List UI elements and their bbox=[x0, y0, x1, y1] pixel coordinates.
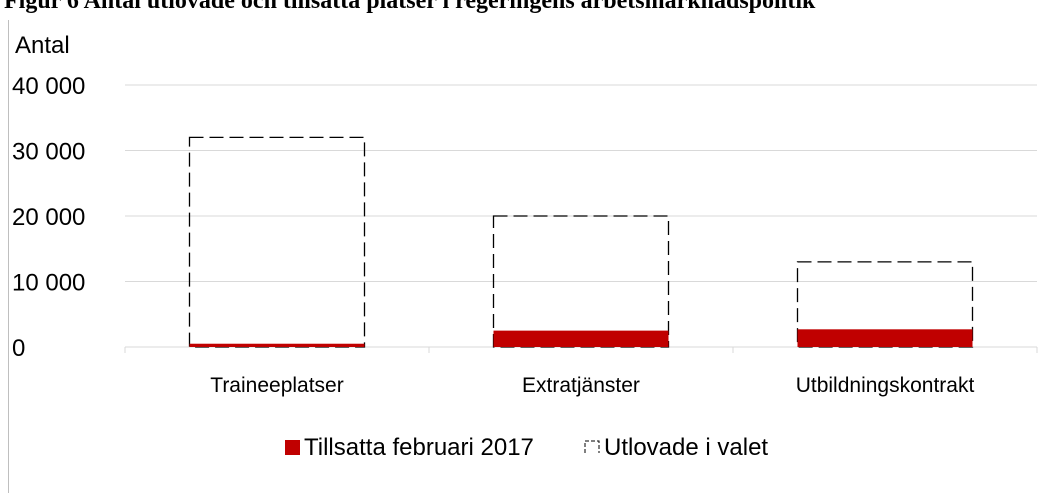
legend-label: Utlovade i valet bbox=[604, 434, 768, 461]
y-tick-label: 20 000 bbox=[12, 204, 85, 231]
y-axis-label: Antal bbox=[15, 32, 70, 59]
legend-label: Tillsatta februari 2017 bbox=[304, 434, 534, 461]
y-tick-label: 30 000 bbox=[12, 139, 85, 166]
legend-marker bbox=[285, 440, 300, 455]
y-tick-label: 10 000 bbox=[12, 270, 85, 297]
bar bbox=[493, 330, 669, 347]
bar bbox=[188, 136, 366, 348]
y-tick-label: 0 bbox=[12, 335, 25, 362]
legend-marker bbox=[584, 440, 600, 453]
chart-title: Figur 6 Antal utlovade och tillsatta pla… bbox=[4, 0, 816, 14]
x-tick-label: Extratjänster bbox=[522, 374, 640, 397]
bar bbox=[189, 343, 365, 347]
y-tick-label: 40 000 bbox=[12, 73, 85, 100]
x-tick-label: Traineeplatser bbox=[210, 374, 343, 397]
x-tick-label: Utbildningskontrakt bbox=[796, 374, 975, 397]
bar bbox=[797, 329, 973, 347]
